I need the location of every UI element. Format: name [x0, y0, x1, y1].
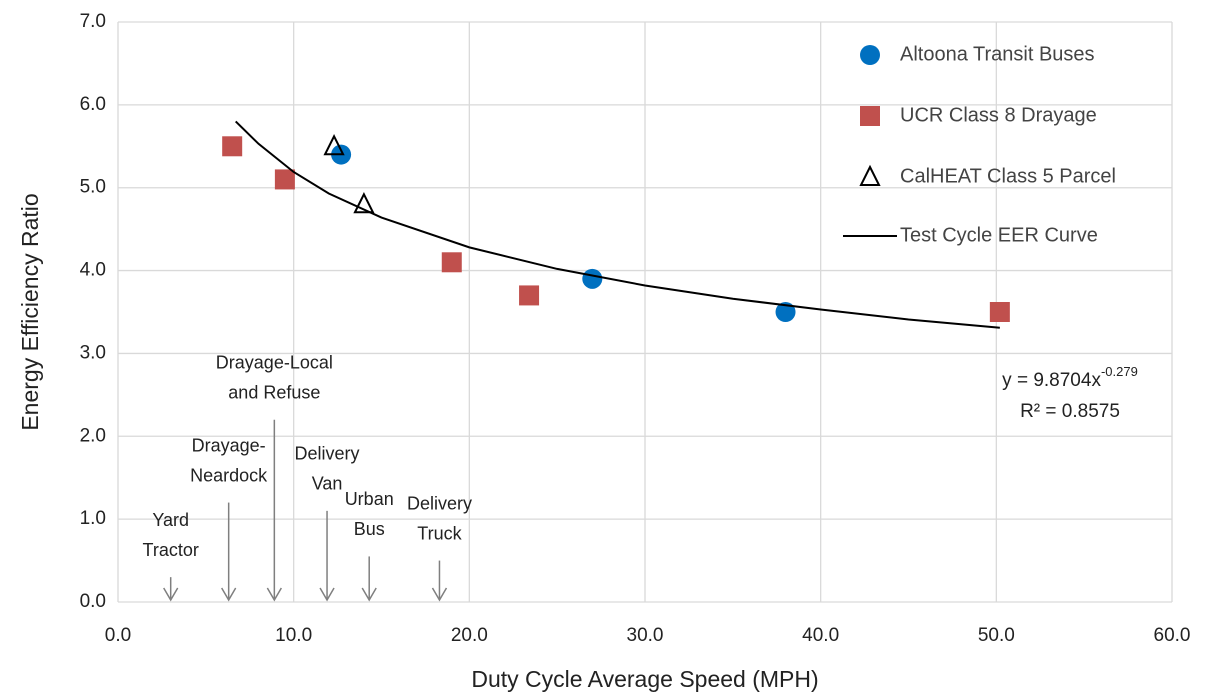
- arrow-head: [163, 587, 179, 602]
- arrow-head: [431, 587, 448, 602]
- y-tick-label: 1.0: [80, 508, 106, 529]
- x-tick-label: 20.0: [451, 625, 488, 646]
- point: [989, 302, 1010, 322]
- annotation-label: Truck: [417, 523, 462, 543]
- point: [441, 252, 462, 273]
- annotation-label: and Refuse: [228, 382, 320, 402]
- legend-marker: [859, 164, 881, 186]
- x-tick-label: 40.0: [802, 625, 839, 646]
- x-tick-label: 10.0: [275, 625, 312, 646]
- trend-line: [234, 120, 1000, 329]
- point: [323, 134, 345, 156]
- arrow-head: [319, 587, 335, 602]
- point: [775, 302, 796, 322]
- arrow-head: [221, 587, 237, 602]
- legend-label: CalHEAT Class 5 Parcel: [900, 165, 1116, 187]
- annotation-label: Drayage-Local: [216, 352, 333, 372]
- point: [353, 192, 375, 214]
- arrow-head: [266, 587, 282, 602]
- x-axis-label: Duty Cycle Average Speed (MPH): [471, 666, 818, 692]
- equation: y = 9.8704x-0.279: [1002, 364, 1138, 391]
- x-tick-label: 30.0: [627, 625, 664, 646]
- arrow-head: [361, 587, 377, 602]
- y-tick-label: 2.0: [80, 425, 106, 446]
- legend-marker: [860, 45, 880, 65]
- point: [582, 268, 603, 289]
- legend-label: UCR Class 8 Drayage: [900, 104, 1097, 126]
- y-tick-label: 5.0: [80, 177, 106, 198]
- legend-label: Test Cycle EER Curve: [900, 224, 1098, 246]
- x-tick-label: 60.0: [1154, 625, 1191, 646]
- r-squared: R² = 0.8575: [1020, 401, 1120, 422]
- point: [274, 169, 295, 190]
- legend-label: Altoona Transit Buses: [900, 43, 1095, 65]
- y-tick-label: 4.0: [80, 260, 106, 281]
- y-axis-label: Energy Efficiency Ratio: [17, 193, 43, 430]
- legend-marker: [860, 106, 880, 126]
- y-tick-label: 6.0: [80, 94, 106, 115]
- x-tick-label: 50.0: [978, 625, 1015, 646]
- annotation-label: Neardock: [190, 465, 268, 485]
- annotation-label: Delivery: [295, 444, 360, 464]
- annotation-label: Yard: [152, 510, 189, 530]
- x-tick-label: 0.0: [105, 625, 131, 646]
- equation-exponent: -0.279: [1101, 364, 1138, 379]
- annotation-label: Urban: [345, 489, 394, 509]
- y-tick-label: 3.0: [80, 342, 106, 363]
- y-tick-label: 7.0: [80, 11, 106, 32]
- equation-base: y = 9.8704x: [1002, 370, 1101, 391]
- point: [222, 136, 243, 157]
- annotation-label: Van: [312, 474, 343, 494]
- annotation-label: Tractor: [143, 540, 199, 560]
- annotation-label: Bus: [354, 519, 385, 539]
- annotation-label: Delivery: [407, 493, 472, 513]
- annotation-label: Drayage-: [192, 435, 266, 455]
- point: [519, 285, 540, 306]
- y-tick-label: 0.0: [80, 591, 106, 612]
